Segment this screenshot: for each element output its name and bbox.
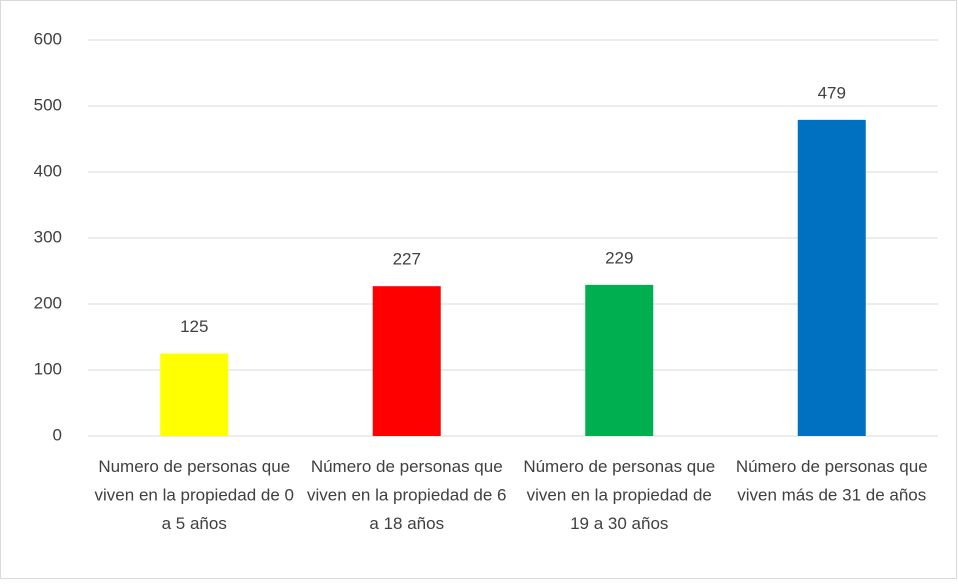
- bar: [585, 284, 654, 436]
- y-tick-label: 500: [34, 95, 62, 114]
- y-tick-label: 300: [34, 227, 62, 246]
- data-label: 229: [605, 248, 633, 267]
- data-label: 479: [818, 83, 846, 102]
- y-tick-label: 200: [34, 293, 62, 312]
- x-tick-label: Número de personas que viven en la propie…: [523, 457, 715, 533]
- bar: [797, 119, 866, 437]
- data-label: 227: [393, 250, 421, 269]
- y-tick-label: 100: [34, 359, 62, 378]
- x-tick-label: Número de personas que viven en la propie…: [307, 457, 506, 533]
- bar: [372, 286, 441, 436]
- y-tick-label: 600: [34, 29, 62, 48]
- data-label: 125: [180, 317, 208, 336]
- bar: [160, 353, 229, 436]
- y-tick-label: 400: [34, 161, 62, 180]
- x-tick-label: Numero de personas que viven en la propie…: [95, 457, 294, 533]
- x-tick-label: Número de personas que viven más de 31 de…: [736, 457, 928, 505]
- y-tick-label: 0: [53, 425, 62, 444]
